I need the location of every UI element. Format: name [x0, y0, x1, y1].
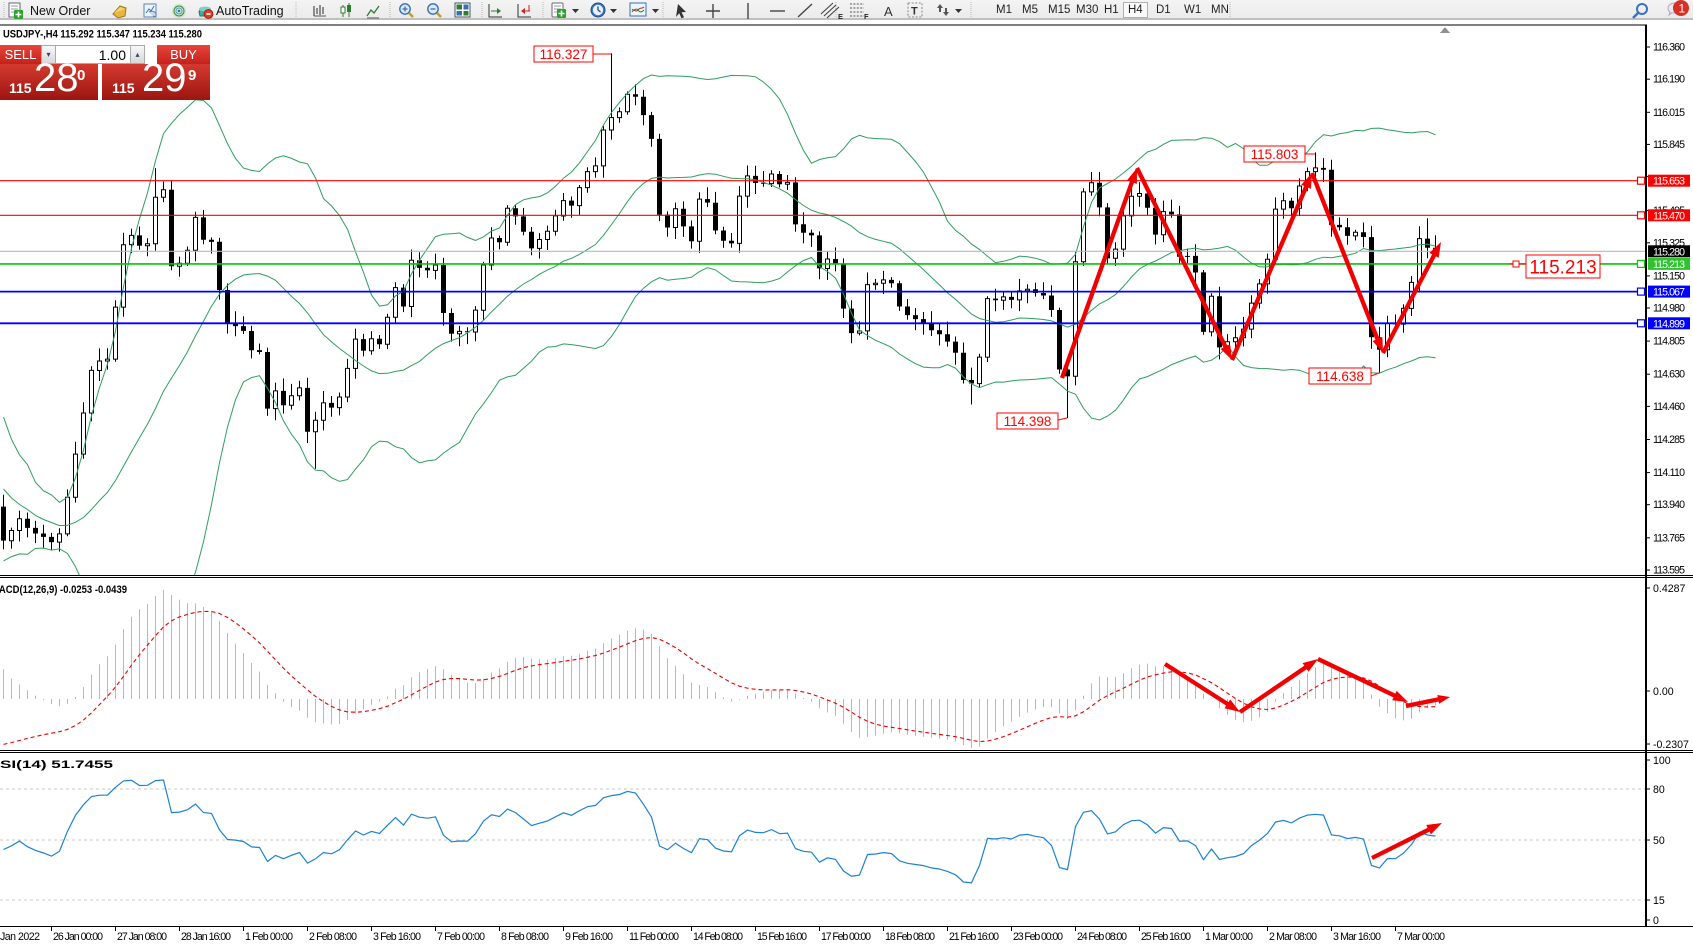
svg-text:115.067: 115.067	[1653, 287, 1685, 299]
svg-text:New Order: New Order	[30, 4, 90, 18]
svg-text:25 Feb 16:00: 25 Feb 16:00	[1141, 931, 1191, 943]
svg-text:116.360: 116.360	[1653, 42, 1685, 54]
svg-text:23 Feb 00:00: 23 Feb 00:00	[1013, 931, 1063, 943]
svg-text:114.899: 114.899	[1653, 318, 1685, 330]
svg-text:SI(14) 51.7455: SI(14) 51.7455	[0, 759, 113, 771]
svg-text:114.638: 114.638	[1316, 369, 1364, 384]
svg-text:MACD(12,26,9) -0.0253 -0.0439: MACD(12,26,9) -0.0253 -0.0439	[0, 584, 127, 596]
svg-text:113.595: 113.595	[1653, 565, 1685, 577]
svg-text:115.213: 115.213	[1529, 257, 1596, 278]
svg-text:80: 80	[1653, 784, 1665, 796]
svg-text:114.110: 114.110	[1653, 467, 1685, 479]
svg-text:114.805: 114.805	[1653, 336, 1685, 348]
svg-text:2 Feb 08:00: 2 Feb 08:00	[309, 931, 357, 943]
svg-text:116.327: 116.327	[540, 47, 588, 62]
svg-text:USDJPY-,H4 115.292 115.347 11: USDJPY-,H4 115.292 115.347 115.234 115.2…	[3, 29, 202, 41]
svg-text:115.280: 115.280	[1653, 246, 1685, 258]
svg-text:1 Mar 00:00: 1 Mar 00:00	[1205, 931, 1253, 943]
svg-text:100: 100	[1653, 755, 1671, 767]
svg-text:-0.2307: -0.2307	[1653, 739, 1689, 751]
svg-text:27 Jan 08:00: 27 Jan 08:00	[117, 931, 167, 943]
svg-text:115.470: 115.470	[1653, 210, 1685, 222]
svg-text:7 Mar 00:00: 7 Mar 00:00	[1397, 931, 1445, 943]
svg-text:115.845: 115.845	[1653, 139, 1685, 151]
svg-text:113.765: 113.765	[1653, 532, 1685, 544]
svg-text:2 Mar 08:00: 2 Mar 08:00	[1269, 931, 1317, 943]
svg-text:3 Mar 16:00: 3 Mar 16:00	[1333, 931, 1381, 943]
svg-text:115.803: 115.803	[1251, 147, 1299, 162]
svg-text:114.630: 114.630	[1653, 369, 1685, 381]
svg-text:7 Feb 00:00: 7 Feb 00:00	[437, 931, 485, 943]
svg-text:21 Feb 16:00: 21 Feb 16:00	[949, 931, 999, 943]
svg-text:8 Feb 08:00: 8 Feb 08:00	[501, 931, 549, 943]
svg-text:26 Jan 00:00: 26 Jan 00:00	[53, 931, 103, 943]
svg-text:T: T	[911, 6, 918, 18]
svg-text:AutoTrading: AutoTrading	[216, 4, 284, 18]
svg-text:11 Feb 00:00: 11 Feb 00:00	[629, 931, 679, 943]
svg-text:18 Feb 08:00: 18 Feb 08:00	[885, 931, 935, 943]
svg-text:114.285: 114.285	[1653, 434, 1685, 446]
svg-text:116.015: 116.015	[1653, 107, 1685, 119]
svg-text:1: 1	[1679, 2, 1686, 16]
svg-text:0.4287: 0.4287	[1653, 583, 1686, 595]
svg-text:114.398: 114.398	[1004, 414, 1052, 429]
svg-text:24 Feb 08:00: 24 Feb 08:00	[1077, 931, 1127, 943]
svg-text:116.190: 116.190	[1653, 74, 1685, 86]
svg-text:114.980: 114.980	[1653, 303, 1685, 315]
svg-text:113.940: 113.940	[1653, 499, 1685, 511]
svg-text:15: 15	[1653, 895, 1665, 907]
svg-text:115.653: 115.653	[1653, 176, 1685, 188]
svg-text:115.150: 115.150	[1653, 270, 1685, 282]
svg-text:14 Feb 08:00: 14 Feb 08:00	[693, 931, 743, 943]
svg-text:E: E	[838, 12, 843, 21]
svg-text:17 Feb 00:00: 17 Feb 00:00	[821, 931, 871, 943]
svg-text:28 Jan 16:00: 28 Jan 16:00	[181, 931, 231, 943]
svg-text:50: 50	[1653, 835, 1665, 847]
svg-text:114.460: 114.460	[1653, 401, 1685, 413]
svg-text:A: A	[884, 4, 893, 19]
svg-text:9 Feb 16:00: 9 Feb 16:00	[565, 931, 613, 943]
svg-text:0: 0	[1653, 915, 1659, 927]
svg-text:F: F	[864, 12, 869, 21]
svg-text:Jan 2022: Jan 2022	[0, 931, 40, 943]
svg-text:1 Feb 00:00: 1 Feb 00:00	[245, 931, 293, 943]
svg-text:15 Feb 16:00: 15 Feb 16:00	[757, 931, 807, 943]
svg-text:0.00: 0.00	[1653, 686, 1674, 698]
svg-text:3 Feb 16:00: 3 Feb 16:00	[373, 931, 421, 943]
svg-text:115.213: 115.213	[1653, 259, 1685, 271]
